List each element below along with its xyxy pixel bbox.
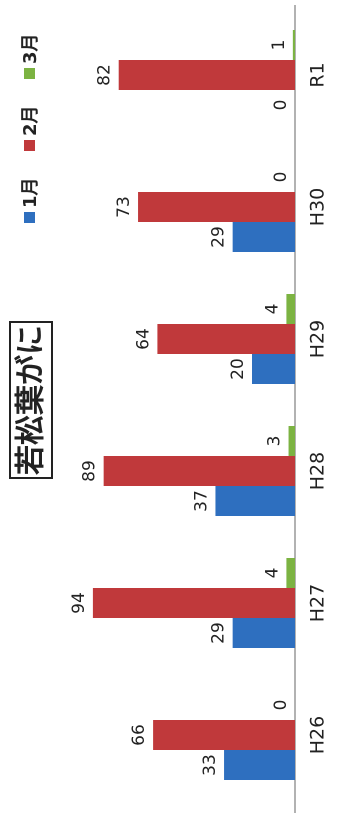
data-label: 29 xyxy=(209,622,229,644)
data-label: 29 xyxy=(209,226,229,248)
data-label: 82 xyxy=(95,64,115,86)
data-label: 4 xyxy=(262,568,282,579)
data-label: 4 xyxy=(262,304,282,315)
data-label: 64 xyxy=(133,328,153,350)
data-label: 37 xyxy=(191,490,211,512)
bar xyxy=(118,60,295,90)
rotated-chart: 若松葉がに H26 33 66 0 H27 29 94 4 H28 37 89 3 H29 20 64 4 H3… xyxy=(9,5,329,813)
data-label: 89 xyxy=(80,460,100,482)
legend-label: 1月 xyxy=(20,177,41,208)
data-label: 3 xyxy=(265,436,285,447)
x-tick-label: H27 xyxy=(307,584,329,622)
legend-label: 3月 xyxy=(20,33,41,64)
legend-swatch xyxy=(24,68,35,79)
x-tick-label: H26 xyxy=(307,716,329,754)
bar xyxy=(232,618,295,648)
chart-title: 若松葉がに xyxy=(14,325,49,475)
title-box xyxy=(9,321,53,479)
bar xyxy=(157,324,295,354)
bar xyxy=(292,30,296,60)
x-tick-label: H30 xyxy=(307,188,329,226)
bar xyxy=(286,558,295,588)
bar xyxy=(286,294,295,324)
bar xyxy=(232,222,295,252)
data-label: 0 xyxy=(271,100,291,111)
data-label: 0 xyxy=(271,172,291,183)
x-tick-label: R1 xyxy=(307,62,329,87)
x-tick-label: H29 xyxy=(307,320,329,358)
bar xyxy=(153,720,295,750)
legend-label: 2月 xyxy=(20,105,41,136)
bar xyxy=(288,426,295,456)
data-label: 94 xyxy=(69,592,89,614)
bar xyxy=(92,588,296,618)
legend-swatch xyxy=(24,212,35,223)
bar xyxy=(224,750,295,780)
x-tick-label: H28 xyxy=(307,452,329,490)
legend-swatch xyxy=(24,140,35,151)
data-label: 73 xyxy=(114,196,134,218)
bar xyxy=(103,456,296,486)
bar xyxy=(215,486,295,516)
data-label: 0 xyxy=(271,700,291,711)
data-label: 66 xyxy=(129,724,149,746)
data-label: 20 xyxy=(228,358,248,380)
bar xyxy=(138,192,295,222)
data-label: 33 xyxy=(200,754,220,776)
data-label: 1 xyxy=(269,40,289,51)
bar xyxy=(252,354,295,384)
